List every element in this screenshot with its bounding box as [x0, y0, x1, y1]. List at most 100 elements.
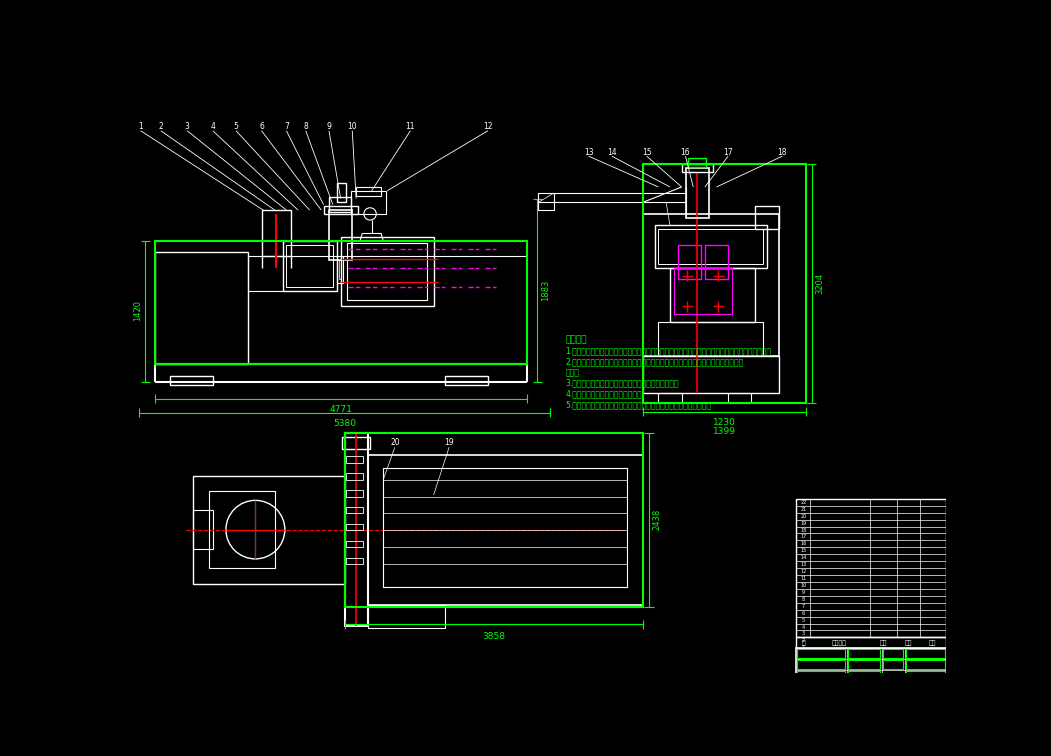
Text: 16: 16 [800, 541, 806, 547]
Bar [906, 660, 945, 669]
Text: 2.对于各组件的材料选择要求下，应遵循以下：强度，刚性，耦合度，耐磨性，安全展: 2.对于各组件的材料选择要求下，应遵循以下：强度，刚性，耦合度，耐磨性，安全展 [565, 357, 744, 366]
Text: 10: 10 [800, 583, 806, 588]
Text: 5: 5 [802, 618, 805, 623]
Text: 20: 20 [390, 438, 399, 447]
Bar [643, 214, 779, 356]
Bar [658, 393, 682, 403]
Bar [756, 206, 779, 229]
Bar [346, 541, 363, 547]
Text: 技术要求: 技术要求 [565, 336, 586, 345]
Text: 22: 22 [800, 500, 806, 505]
Bar [329, 197, 351, 212]
Bar [262, 210, 291, 256]
Text: 1883: 1883 [540, 280, 550, 301]
Bar [669, 268, 756, 322]
Bar [797, 648, 946, 688]
Text: 材料: 材料 [905, 640, 912, 646]
Bar [283, 241, 336, 291]
Bar [193, 476, 345, 584]
Bar [797, 671, 845, 680]
Bar [797, 649, 845, 658]
Text: 3204: 3204 [816, 273, 824, 294]
Bar [336, 256, 343, 284]
Text: 1: 1 [802, 646, 805, 650]
Text: 1420: 1420 [133, 300, 142, 321]
Text: 4771: 4771 [329, 405, 352, 414]
Bar [848, 649, 880, 658]
Bar [336, 183, 346, 203]
Bar [351, 191, 386, 214]
Bar [343, 437, 370, 449]
Bar [658, 229, 763, 264]
Bar [883, 660, 903, 669]
Text: 21: 21 [800, 507, 806, 512]
Bar [347, 243, 428, 300]
Bar [685, 168, 708, 218]
Bar [384, 468, 627, 587]
Text: 11: 11 [406, 122, 415, 132]
Text: 20: 20 [800, 513, 806, 519]
Bar [154, 253, 248, 364]
Bar [193, 510, 212, 549]
Text: 5.其他各组件要求下，严格按制造厂家的标准执行，详见同类型图纸。: 5.其他各组件要求下，严格按制造厂家的标准执行，详见同类型图纸。 [565, 400, 712, 409]
Text: 备注: 备注 [929, 640, 936, 646]
Text: 14: 14 [607, 148, 617, 156]
Text: 数量: 数量 [880, 640, 887, 646]
Bar [883, 649, 903, 658]
Text: 10: 10 [348, 122, 357, 132]
Text: 6: 6 [802, 611, 805, 615]
Text: 15: 15 [800, 548, 806, 553]
Bar [797, 681, 845, 690]
Bar [346, 558, 363, 564]
Text: 16: 16 [681, 148, 691, 156]
Bar [345, 433, 643, 606]
Text: 9: 9 [327, 122, 331, 132]
Bar [346, 524, 363, 531]
Text: 序: 序 [802, 640, 805, 646]
Bar [346, 457, 363, 463]
Bar [446, 376, 488, 385]
Bar [687, 158, 706, 167]
Text: 9: 9 [802, 590, 805, 595]
Bar [848, 660, 880, 669]
Text: 3.所有各子组件装配完成后，应进行必要的调试工作。: 3.所有各子组件装配完成后，应进行必要的调试工作。 [565, 379, 679, 388]
Bar [643, 356, 779, 393]
Text: 2438: 2438 [653, 509, 661, 530]
Bar [286, 245, 333, 287]
Text: 15: 15 [642, 148, 652, 156]
Bar [797, 660, 845, 669]
Text: 1230: 1230 [713, 418, 736, 427]
Text: 3858: 3858 [481, 632, 504, 641]
Text: 1: 1 [139, 122, 143, 132]
Text: 17: 17 [723, 148, 733, 156]
Text: 11: 11 [800, 576, 806, 581]
Bar [658, 322, 763, 356]
Text: 2: 2 [159, 122, 163, 132]
Text: 5380: 5380 [333, 419, 356, 428]
Text: 18: 18 [800, 528, 806, 532]
Text: 12: 12 [800, 569, 806, 574]
Bar [209, 491, 274, 568]
Bar [883, 681, 903, 690]
Bar [674, 268, 731, 314]
Bar [705, 245, 728, 280]
Text: 18: 18 [778, 148, 787, 156]
Bar [728, 393, 751, 403]
Text: 7: 7 [802, 604, 805, 609]
Text: 4: 4 [210, 122, 215, 132]
Bar [339, 260, 342, 280]
Bar [324, 206, 357, 214]
Text: 13: 13 [583, 148, 594, 156]
Text: 17: 17 [800, 534, 806, 540]
Text: 3: 3 [802, 631, 805, 637]
Text: 强性。: 强性。 [565, 368, 579, 377]
Text: 19: 19 [800, 521, 806, 525]
Text: 5: 5 [233, 122, 239, 132]
Bar [682, 164, 713, 172]
Bar [346, 473, 363, 479]
Bar [655, 225, 767, 268]
Bar [906, 671, 945, 680]
Bar [538, 193, 554, 210]
Text: 2: 2 [802, 638, 805, 643]
Bar [678, 245, 701, 280]
